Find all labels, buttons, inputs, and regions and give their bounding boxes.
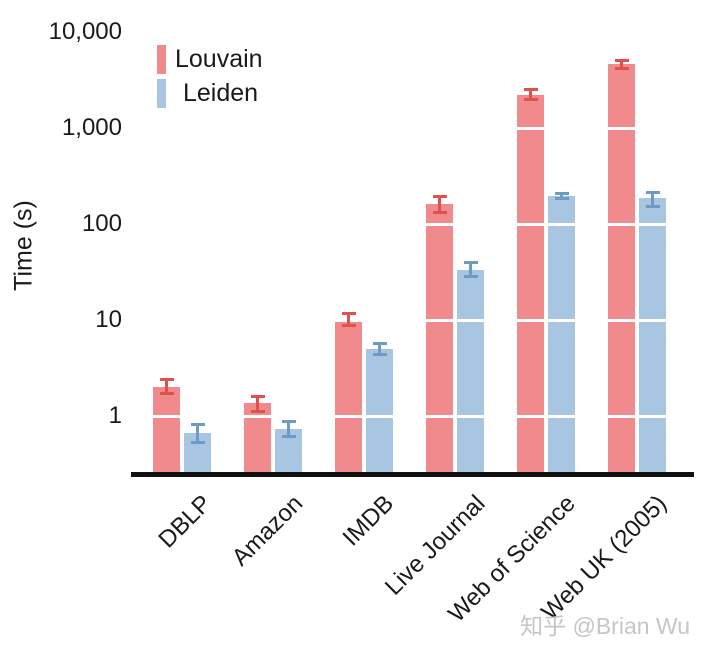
- errorbar-cap-top-leiden-0: [190, 423, 205, 427]
- y-tick-label-10: 10: [95, 306, 122, 333]
- errorbar-cap-top-louvain-5: [614, 59, 629, 63]
- gridline-1: [133, 414, 694, 418]
- errorbar-line-louvain-0: [165, 379, 168, 394]
- errorbar-line-louvain-4: [529, 88, 532, 101]
- y-tick-label-1,000: 1,000: [61, 114, 122, 141]
- gridline-10: [133, 318, 694, 322]
- legend-item-leiden: Leiden: [157, 78, 263, 108]
- errorbar-line-leiden-4: [560, 192, 563, 200]
- errorbar-cap-bottom-louvain-1: [250, 410, 265, 414]
- errorbar-cap-top-louvain-3: [432, 194, 447, 198]
- x-tick-label-0: DBLP: [153, 490, 218, 554]
- legend-label-leiden: Leiden: [183, 78, 259, 107]
- errorbar-line-leiden-0: [196, 424, 199, 444]
- errorbar-cap-top-leiden-2: [372, 341, 387, 345]
- bar-leiden-2: [366, 348, 393, 474]
- legend: Louvain Leiden: [157, 44, 263, 112]
- errorbar-cap-top-louvain-1: [250, 395, 265, 399]
- bar-louvain-2: [335, 320, 362, 474]
- errorbar-cap-top-louvain-2: [341, 312, 356, 316]
- errorbar-line-leiden-5: [651, 192, 654, 207]
- errorbar-cap-top-leiden-5: [645, 191, 660, 195]
- errorbar-line-leiden-2: [378, 342, 381, 356]
- x-axis-line: [131, 472, 694, 477]
- errorbar-cap-top-leiden-4: [554, 191, 569, 195]
- leiden-swatch-icon: [157, 78, 166, 108]
- errorbar-line-louvain-3: [438, 195, 441, 214]
- bar-louvain-0: [153, 387, 180, 474]
- errorbar-cap-top-leiden-3: [463, 261, 478, 265]
- errorbar-cap-bottom-louvain-2: [341, 323, 356, 327]
- x-tick-label-2: IMDB: [337, 490, 400, 552]
- errorbar-cap-bottom-louvain-5: [614, 66, 629, 70]
- errorbar-cap-bottom-leiden-4: [554, 197, 569, 201]
- gridline-1,000: [133, 126, 694, 130]
- errorbar-cap-bottom-louvain-3: [432, 211, 447, 215]
- errorbar-line-louvain-2: [347, 313, 350, 326]
- bar-leiden-3: [457, 270, 484, 474]
- y-tick-label-1: 1: [108, 402, 122, 429]
- errorbar-cap-bottom-leiden-2: [372, 353, 387, 357]
- errorbar-cap-bottom-leiden-5: [645, 204, 660, 208]
- y-tick-label-100: 100: [81, 210, 122, 237]
- gridline-100: [133, 222, 694, 226]
- errorbar-cap-bottom-leiden-1: [281, 434, 296, 438]
- bar-louvain-5: [608, 64, 635, 474]
- x-tick-label-1: Amazon: [226, 490, 309, 572]
- errorbar-cap-top-louvain-4: [523, 87, 538, 91]
- watermark: 知乎 @Brian Wu: [520, 613, 690, 639]
- bar-leiden-4: [548, 196, 575, 474]
- gridline-10,000: [133, 30, 694, 34]
- legend-label-louvain: Louvain: [175, 44, 263, 73]
- louvain-swatch-icon: [157, 44, 166, 74]
- errorbar-line-leiden-3: [469, 262, 472, 278]
- errorbar-cap-bottom-leiden-3: [463, 275, 478, 279]
- bar-leiden-5: [639, 198, 666, 474]
- errorbar-line-louvain-5: [620, 60, 623, 69]
- bar-louvain-4: [517, 95, 544, 474]
- errorbar-cap-top-louvain-0: [159, 378, 174, 382]
- errorbar-line-leiden-1: [287, 421, 290, 437]
- errorbar-cap-bottom-louvain-4: [523, 98, 538, 102]
- errorbar-cap-bottom-leiden-0: [190, 441, 205, 445]
- errorbar-line-louvain-1: [256, 396, 259, 412]
- legend-item-louvain: Louvain: [157, 44, 263, 74]
- errorbar-cap-top-leiden-1: [281, 420, 296, 424]
- errorbar-cap-bottom-louvain-0: [159, 391, 174, 395]
- bar-louvain-3: [426, 204, 453, 474]
- y-tick-label-10,000: 10,000: [48, 18, 122, 45]
